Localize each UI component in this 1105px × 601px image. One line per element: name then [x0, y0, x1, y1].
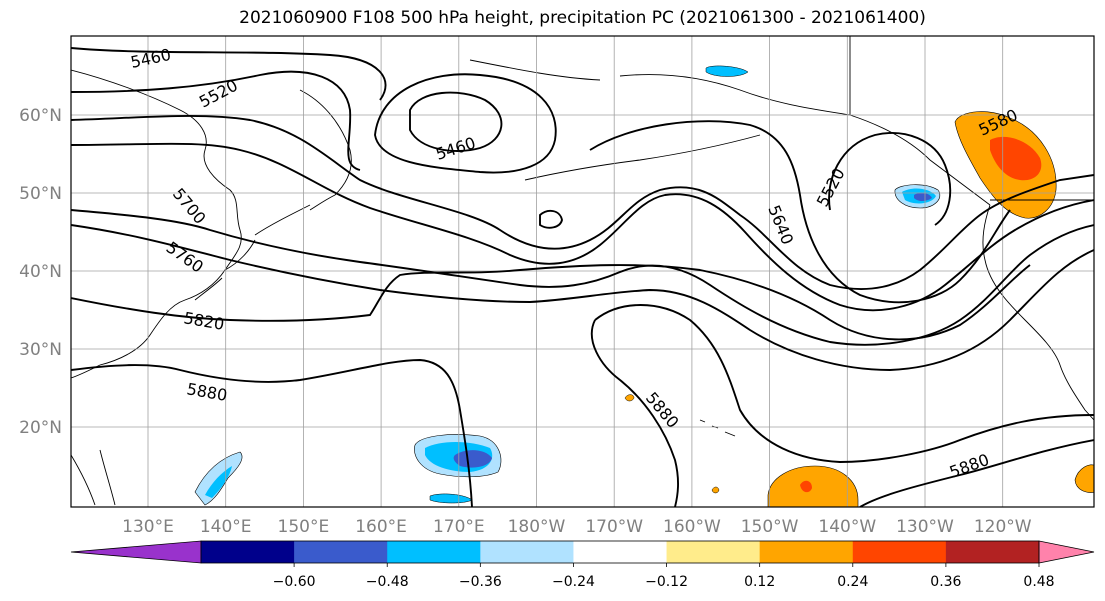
coast-kamchatka	[299, 89, 352, 196]
lon-tick-label: 170°E	[433, 517, 485, 537]
lon-tick-label: 160°W	[663, 517, 721, 537]
colorbar	[70, 540, 1095, 567]
colorbar-tick-label: −0.12	[645, 574, 688, 590]
lon-tick-label: 180°W	[508, 517, 566, 537]
lon-tick-label: 150°E	[278, 517, 330, 537]
colorbar-segment	[945, 541, 1040, 563]
precip-shading	[194, 65, 1094, 507]
contour-5520-low	[374, 73, 557, 174]
coast-philippines	[71, 449, 116, 506]
precip-positive-east	[1074, 464, 1094, 493]
colorbar-tick-label: 0.24	[837, 574, 868, 590]
lon-tick-label: 160°E	[355, 517, 407, 537]
contour-5880-loop	[590, 319, 679, 507]
lon-tick-label: 170°W	[585, 517, 643, 537]
precip-positive-dot2	[624, 394, 635, 402]
contour-5700	[71, 209, 1094, 346]
colorbar-segment	[759, 541, 854, 563]
contour-5520-east	[828, 132, 952, 226]
colorbar-tick-label: −0.36	[459, 574, 502, 590]
colorbar-tick-label: 0.48	[1023, 574, 1054, 590]
contour-5580-a	[71, 115, 1094, 290]
latitude-labels: 60°N 50°N 40°N 30°N 20°N	[19, 106, 62, 438]
contour-5460-low	[409, 91, 503, 152]
contour-5460-north	[71, 47, 387, 101]
precip-negative-wp-core	[205, 466, 232, 498]
lat-tick-label: 20°N	[19, 418, 62, 438]
coast-alaska	[469, 59, 991, 206]
colorbar-outline	[200, 540, 1040, 564]
colorbar-tick-label: −0.48	[366, 574, 409, 590]
colorbar-segment	[387, 541, 481, 563]
coast-na-west	[982, 204, 1094, 421]
precip-positive-sub-core	[800, 480, 812, 493]
colorbar-labels: −0.60 −0.48 −0.36 −0.24 −0.12 0.12 0.24 0.36 0.4…	[273, 574, 1055, 590]
lon-tick-label: 140°W	[818, 517, 876, 537]
map-frame-bg	[71, 36, 1094, 507]
lat-tick-label: 60°N	[19, 106, 62, 126]
contour-5640-a	[71, 142, 1094, 312]
lon-tick-label: 140°E	[200, 517, 252, 537]
height-contours	[71, 47, 1094, 507]
colorbar-extend-low	[70, 540, 202, 564]
lat-tick-label: 50°N	[19, 184, 62, 204]
contour-5760	[71, 224, 1094, 371]
colorbar-tick-label: −0.60	[273, 574, 316, 590]
lon-tick-label: 130°W	[896, 517, 954, 537]
longitude-labels: 130°E 140°E 150°E 160°E 170°E 180°W 170°W 160°W…	[122, 517, 1032, 537]
colorbar-segment	[573, 541, 668, 563]
colorbar-segment	[480, 541, 574, 563]
lon-tick-label: 150°W	[741, 517, 799, 537]
contour-5520-north	[71, 70, 361, 171]
colorbar-segment	[666, 541, 761, 563]
colorbar-tick-label: 0.12	[744, 574, 775, 590]
contour-small-low	[539, 209, 563, 229]
coast-kurils	[254, 194, 336, 236]
precip-positive-dot1	[711, 486, 720, 494]
contour-5880-west	[71, 359, 473, 507]
precip-negative-central-core	[453, 450, 492, 468]
colorbar-tick-label: 0.36	[930, 574, 961, 590]
lat-tick-label: 30°N	[19, 340, 62, 360]
precip-positive-sub	[767, 465, 859, 507]
lon-tick-label: 130°E	[122, 517, 174, 537]
precip-negative-ne-core	[914, 192, 932, 201]
colorbar-segment	[852, 541, 947, 563]
coast-aleutians	[524, 134, 761, 181]
colorbar-segment	[201, 541, 295, 563]
lon-tick-label: 120°W	[974, 517, 1032, 537]
contour-5880-central	[594, 304, 1094, 463]
contour-5880-east	[859, 439, 1094, 507]
contour-5640	[589, 120, 1011, 304]
colorbar-segment	[294, 541, 388, 563]
precip-negative-arctic	[705, 65, 749, 77]
colorbar-extend-high	[1038, 540, 1095, 564]
map-title: 2021060900 F108 500 hPa height, precipit…	[239, 8, 926, 28]
colorbar-tick-label: −0.24	[552, 574, 595, 590]
map-border	[70, 35, 1095, 508]
contour-5820	[71, 264, 1031, 341]
lat-tick-label: 40°N	[19, 262, 62, 282]
